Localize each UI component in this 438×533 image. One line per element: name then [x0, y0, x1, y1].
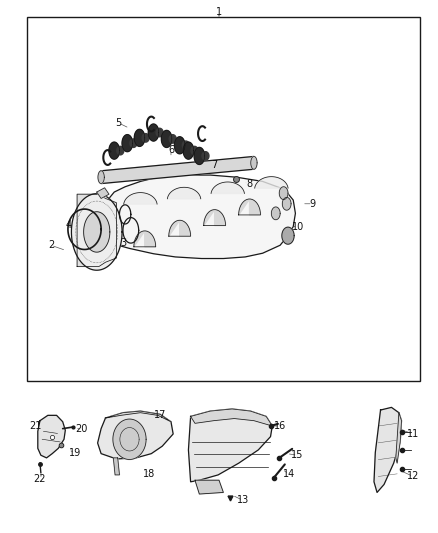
Text: 5: 5 — [116, 118, 122, 128]
Polygon shape — [167, 187, 201, 199]
Text: 10: 10 — [291, 222, 304, 232]
Text: 21: 21 — [29, 421, 42, 431]
Text: 1: 1 — [216, 7, 222, 18]
Polygon shape — [161, 131, 172, 148]
Polygon shape — [113, 419, 146, 459]
Polygon shape — [134, 130, 145, 147]
Polygon shape — [77, 194, 117, 266]
Polygon shape — [251, 157, 257, 169]
Text: 22: 22 — [34, 474, 46, 484]
Polygon shape — [148, 124, 159, 141]
Polygon shape — [191, 147, 198, 155]
Polygon shape — [101, 157, 254, 183]
Polygon shape — [71, 193, 122, 270]
Text: 2: 2 — [48, 240, 54, 250]
Text: 7: 7 — [212, 160, 218, 171]
Polygon shape — [134, 231, 155, 247]
Polygon shape — [195, 480, 223, 494]
Polygon shape — [109, 142, 120, 159]
Polygon shape — [169, 135, 176, 143]
Polygon shape — [106, 411, 171, 422]
Polygon shape — [183, 142, 194, 159]
Text: 9: 9 — [310, 199, 316, 209]
Polygon shape — [191, 409, 272, 426]
Text: 13: 13 — [237, 495, 249, 505]
Polygon shape — [255, 176, 288, 188]
Polygon shape — [113, 458, 120, 475]
Text: 4: 4 — [65, 220, 71, 230]
Text: 17: 17 — [154, 410, 166, 421]
Polygon shape — [188, 409, 272, 482]
Polygon shape — [117, 147, 124, 155]
Polygon shape — [98, 171, 104, 183]
Polygon shape — [279, 187, 288, 199]
Polygon shape — [169, 220, 191, 236]
Polygon shape — [211, 182, 244, 193]
Polygon shape — [396, 413, 402, 463]
Polygon shape — [374, 407, 402, 492]
Polygon shape — [239, 199, 261, 215]
Polygon shape — [182, 141, 189, 150]
Polygon shape — [97, 188, 109, 198]
Polygon shape — [202, 152, 209, 160]
Polygon shape — [282, 227, 294, 244]
Polygon shape — [174, 137, 185, 154]
Polygon shape — [194, 148, 205, 164]
Polygon shape — [84, 212, 110, 252]
Text: 19: 19 — [69, 448, 81, 457]
Text: 15: 15 — [291, 450, 304, 460]
Text: 18: 18 — [143, 469, 155, 479]
Polygon shape — [86, 175, 295, 259]
Text: 12: 12 — [407, 472, 420, 481]
Polygon shape — [130, 139, 137, 148]
Text: 14: 14 — [283, 469, 295, 479]
Polygon shape — [38, 415, 65, 458]
Polygon shape — [272, 207, 280, 220]
Text: 3: 3 — [120, 238, 126, 247]
Polygon shape — [124, 192, 157, 204]
Polygon shape — [156, 128, 163, 137]
Polygon shape — [98, 411, 173, 459]
Text: 20: 20 — [75, 424, 88, 434]
Polygon shape — [142, 134, 149, 142]
Polygon shape — [122, 135, 133, 152]
Text: 16: 16 — [274, 421, 286, 431]
Polygon shape — [204, 209, 226, 225]
Bar — [27, 17, 420, 381]
Text: 6: 6 — [168, 144, 174, 155]
Text: 8: 8 — [247, 179, 253, 189]
Polygon shape — [283, 197, 291, 210]
Text: 11: 11 — [407, 429, 420, 439]
